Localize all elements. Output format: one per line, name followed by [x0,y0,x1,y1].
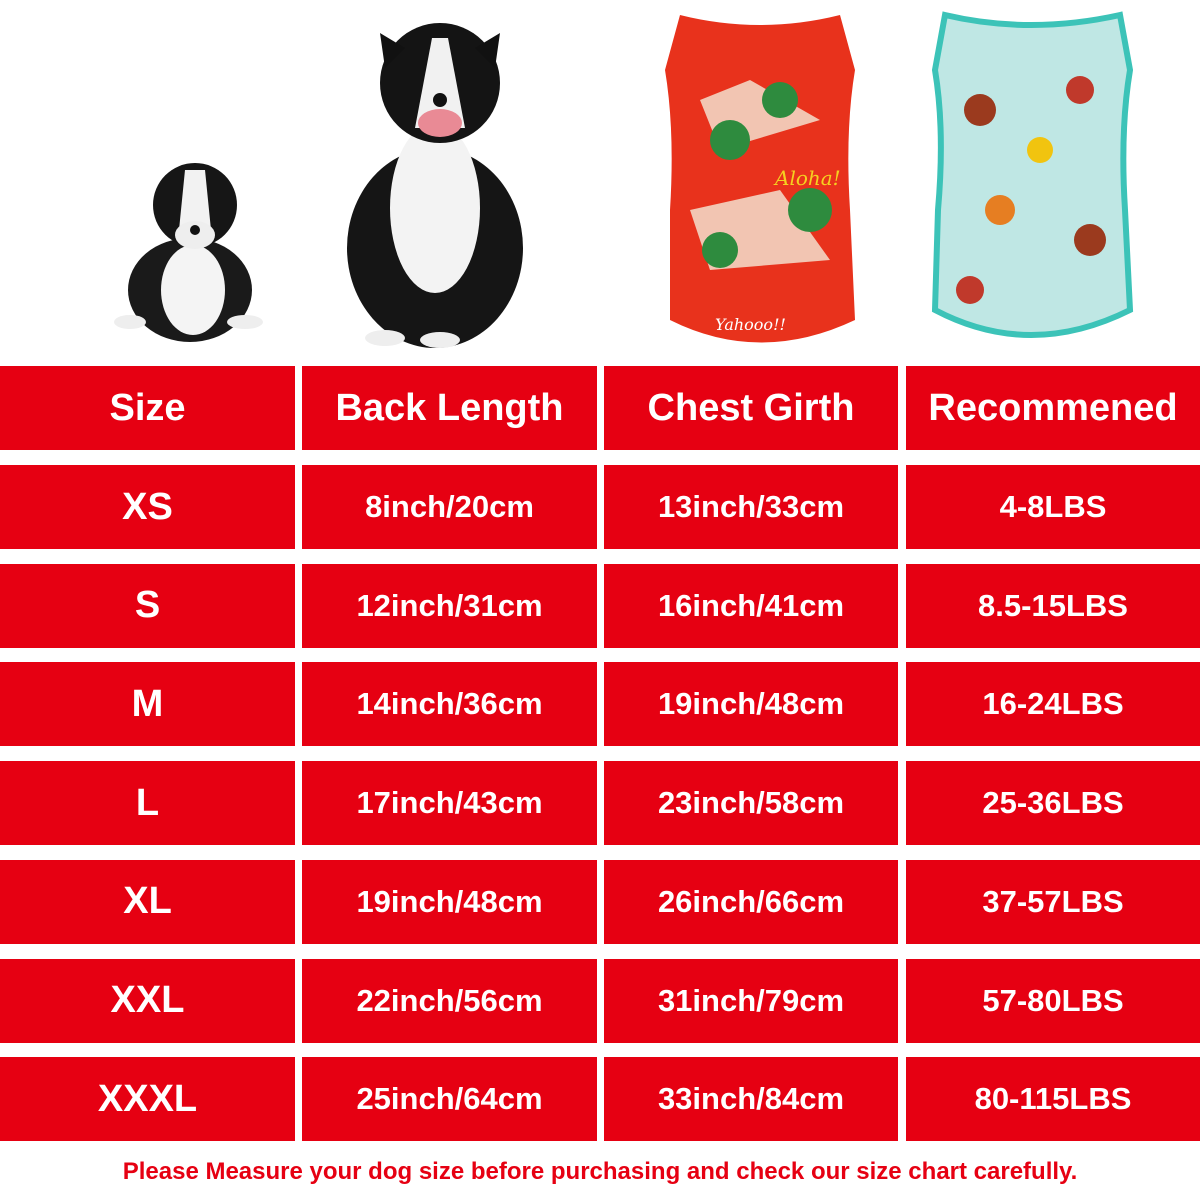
cell-size: XXXL [0,1057,295,1142]
cell-size: S [0,563,295,648]
cell-chest-girth: 13inch/33cm [604,465,898,549]
cell-recommended-weight: 37-57LBS [906,859,1200,944]
cell-size: XS [0,465,295,549]
cell-recommended-weight: 57-80LBS [906,958,1200,1043]
puppy-photo [114,163,263,342]
cell-chest-girth: 33inch/84cm [604,1057,898,1142]
cell-chest-girth: 26inch/66cm [604,859,898,944]
cell-chest-girth: 23inch/58cm [604,761,898,846]
svg-text:Yahooo!!: Yahooo!! [715,315,786,334]
adult-dog-photo [347,23,523,348]
cell-recommended-weight: 80-115LBS [906,1057,1200,1142]
cell-size: XL [0,859,295,944]
measure-note: Please Measure your dog size before purc… [122,1158,1078,1185]
cell-recommended-weight: 8.5-15LBS [906,563,1200,648]
cell-back-length: 25inch/64cm [302,1057,597,1142]
red-hawaiian-shirt: Aloha! Yahooo!! [665,15,855,343]
svg-text:Aloha!: Aloha! [773,166,841,190]
header-recommended: Recommened [906,366,1200,450]
cell-back-length: 14inch/36cm [302,662,597,747]
cell-size: M [0,662,295,747]
cell-back-length: 12inch/31cm [302,563,597,648]
header-chest-girth: Chest Girth [604,366,898,450]
cell-back-length: 8inch/20cm [302,465,597,549]
cell-back-length: 22inch/56cm [302,958,597,1043]
cell-chest-girth: 31inch/79cm [604,958,898,1043]
cell-recommended-weight: 4-8LBS [906,465,1200,549]
teal-hawaiian-shirt [931,11,1134,338]
cell-back-length: 19inch/48cm [302,859,597,944]
cell-recommended-weight: 25-36LBS [906,761,1200,846]
cell-chest-girth: 19inch/48cm [604,662,898,747]
cell-size: L [0,761,295,846]
header-size: Size [0,366,295,450]
cell-back-length: 17inch/43cm [302,761,597,846]
header-back-length: Back Length [302,366,597,450]
cell-recommended-weight: 16-24LBS [906,662,1200,747]
cell-chest-girth: 16inch/41cm [604,563,898,648]
cell-size: XXL [0,958,295,1043]
